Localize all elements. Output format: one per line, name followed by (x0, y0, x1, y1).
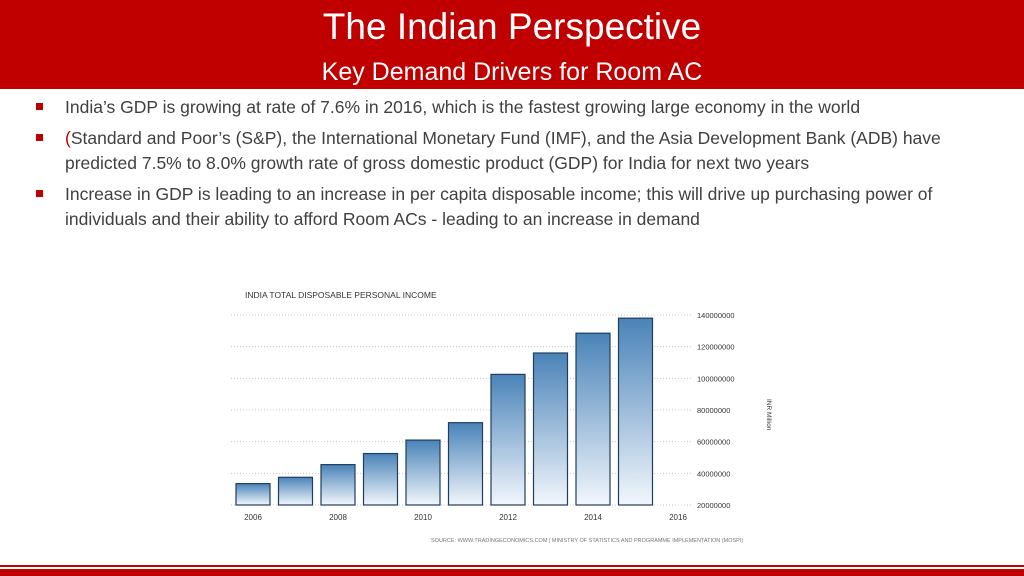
chart-bars (235, 317, 654, 506)
chart-grid (231, 314, 692, 506)
x-tick-label: 2014 (584, 513, 602, 522)
bar-2009 (362, 452, 399, 506)
y-tick-label: 40000000 (697, 469, 730, 478)
y-tick-label: 100000000 (697, 374, 735, 383)
x-tick-label: 2016 (669, 513, 687, 522)
slide-title: The Indian Perspective (322, 6, 702, 47)
square-bullet-icon (36, 133, 43, 141)
y-axis-ticks: 20000000 40000000 60000000 80000000 10000000… (697, 311, 735, 510)
bar-2014 (575, 332, 611, 506)
footer-divider (0, 565, 1024, 567)
bar-2015 (617, 317, 654, 506)
bar-2013 (532, 352, 569, 506)
bullet-item: India’s GDP is growing at rate of 7.6% i… (36, 95, 1011, 121)
y-axis-label: INR Million (765, 399, 772, 431)
bar-2010 (405, 439, 441, 506)
bullet-prefix: ( (65, 127, 71, 148)
chart-title: INDIA TOTAL DISPOSABLE PERSONAL INCOME (245, 290, 437, 300)
bullet-item: (Standard and Poor’s (S&P), the Internat… (36, 126, 1011, 177)
x-tick-label: 2006 (244, 513, 262, 522)
bar-2011 (447, 422, 484, 506)
y-tick-label: 80000000 (697, 406, 730, 415)
x-axis-ticks: 2006 2008 2010 2012 2014 2016 (244, 513, 687, 522)
income-chart: INDIA TOTAL DISPOSABLE PERSONAL INCOME 2… (226, 283, 786, 556)
x-tick-label: 2012 (499, 513, 517, 522)
y-tick-label: 60000000 (697, 438, 730, 447)
bullet-text: Standard and Poor’s (S&P), the Internati… (65, 127, 941, 174)
bar-2006 (235, 483, 271, 506)
y-tick-label: 20000000 (697, 501, 730, 510)
chart-canvas: INDIA TOTAL DISPOSABLE PERSONAL INCOME 2… (231, 290, 772, 544)
y-tick-label: 120000000 (697, 343, 735, 352)
bar-2007 (277, 476, 314, 506)
y-tick-label: 140000000 (697, 311, 735, 320)
bar-2008 (320, 464, 356, 506)
bullet-list: India’s GDP is growing at rate of 7.6% i… (36, 95, 1011, 238)
chart-source: SOURCE: WWW.TRADINGECONOMICS.COM | MINIS… (431, 538, 743, 544)
square-bullet-icon (36, 189, 43, 197)
bullet-item: Increase in GDP is leading to an increas… (36, 182, 1011, 233)
bullet-text: India’s GDP is growing at rate of 7.6% i… (65, 97, 861, 117)
x-tick-label: 2010 (414, 513, 432, 522)
bar-2012 (490, 373, 526, 506)
title-banner: The Indian Perspective Key Demand Driver… (0, 0, 1024, 89)
square-bullet-icon (36, 103, 43, 110)
x-tick-label: 2008 (329, 513, 347, 522)
slide-subtitle: Key Demand Drivers for Room AC (321, 58, 703, 86)
footer-bar (0, 569, 1024, 576)
bullet-text: Increase in GDP is leading to an increas… (65, 183, 933, 230)
